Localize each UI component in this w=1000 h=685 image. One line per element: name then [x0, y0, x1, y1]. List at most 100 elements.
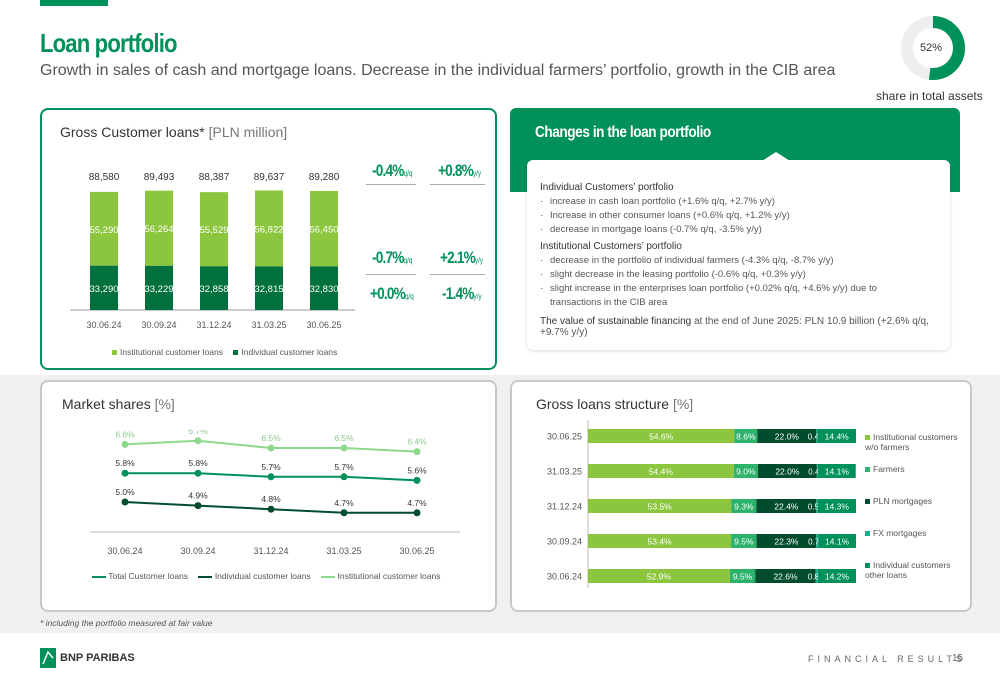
- segment-label: 22.3%: [774, 537, 799, 547]
- label-total: 89,637: [254, 172, 285, 183]
- data-point: [121, 440, 129, 448]
- segment-label: 22.0%: [775, 467, 800, 477]
- legend-marker-individual: [198, 575, 213, 578]
- segment-label: 9.5%: [734, 537, 754, 547]
- y-tick-label: 30.06.25: [547, 432, 582, 442]
- x-tick-label: 30.06.24: [107, 546, 142, 556]
- bar-segment: [816, 429, 818, 443]
- data-point: [413, 476, 421, 484]
- segment-label: 22.0%: [775, 432, 800, 442]
- page-title: Loan portfolio: [40, 28, 177, 58]
- segment-label: 14.1%: [825, 467, 850, 477]
- data-label: 6.4%: [407, 437, 427, 447]
- label-institutional: 56,822: [254, 224, 283, 235]
- kpi-individual-qq-value: +0.0%: [370, 284, 406, 303]
- individual-list: increase in cash loan portfolio (+1.6% q…: [540, 195, 938, 237]
- x-tick-label: 30.09.24: [141, 320, 176, 330]
- x-tick-label: 31.03.25: [326, 546, 361, 556]
- market-shares-unit: [%]: [154, 396, 175, 412]
- label-total: 89,493: [144, 172, 175, 183]
- structure-bar-chart: 30.06.25 54.6% 8.6% 22.0% 0.4%14.4%31.03.25 5…: [547, 420, 856, 588]
- segment-label: 22.6%: [773, 572, 798, 582]
- market-shares-panel: [40, 380, 497, 612]
- data-label: 5.7%: [261, 462, 281, 472]
- bar-institutional: [310, 190, 338, 267]
- kpi-total-qq-value: -0.4%: [372, 161, 404, 180]
- kpi-divider: [366, 184, 416, 185]
- segment-label: 9.5%: [733, 572, 753, 582]
- section-label: FINANCIAL RESULTS: [808, 654, 967, 664]
- bar-individual: [255, 266, 283, 310]
- kpi-institutional-qq: -0.7%q/q: [372, 248, 412, 268]
- data-point: [340, 473, 348, 481]
- segment-label: 0.7%: [808, 538, 826, 547]
- data-label: 4.7%: [407, 498, 427, 508]
- brand-name: BNP PARIBAS: [60, 652, 135, 664]
- label-individual: 32,815: [254, 284, 283, 295]
- label-institutional: 56,264: [144, 224, 173, 235]
- share-value: 52%: [920, 42, 943, 54]
- data-point: [194, 502, 202, 510]
- x-tick-label: 31.12.24: [196, 320, 231, 330]
- kpi-divider: [366, 274, 416, 275]
- segment-label: 14.4%: [825, 432, 850, 442]
- gross-loans-bar-chart: 33,290 55,290 88,580 30.06.24 33,229 56,264 89…: [70, 172, 355, 330]
- segment-label: 54.4%: [649, 467, 674, 477]
- legend-swatch: [865, 563, 870, 569]
- segment-label: 53.4%: [648, 537, 673, 547]
- bar-segment: [756, 534, 817, 548]
- segment-label: 53.5%: [648, 502, 673, 512]
- legend-swatch-individual: [233, 350, 239, 356]
- bar-institutional: [90, 191, 118, 266]
- bar-segment: [733, 464, 758, 478]
- bar-segment: [756, 499, 817, 513]
- kpi-suffix: q/q: [404, 292, 414, 301]
- changes-body: Individual Customers’ portfolio increase…: [527, 160, 950, 350]
- legend-label-institutional: Institutional customer loans: [120, 347, 223, 357]
- label-institutional: 55,529: [199, 225, 228, 236]
- market-shares-title-text: Market shares: [62, 396, 151, 412]
- legend-label: Farmers: [873, 464, 905, 474]
- label-total: 88,387: [199, 172, 230, 183]
- data-label: 6.5%: [334, 433, 354, 443]
- data-label: 5.8%: [188, 458, 208, 468]
- gross-loans-unit: [PLN million]: [208, 124, 288, 140]
- legend-swatch: [865, 467, 870, 473]
- data-point: [121, 469, 129, 477]
- kpi-suffix: y/y: [473, 292, 482, 301]
- legend-swatch: [865, 435, 870, 441]
- kpi-individual-yy-value: -1.4%: [442, 284, 474, 303]
- bar-segment: [757, 429, 817, 443]
- kpi-institutional-yy: +2.1%y/y: [440, 248, 483, 268]
- segment-label: 0.5%: [808, 503, 826, 512]
- bar-segment: [817, 499, 856, 513]
- top-accent-bar: [40, 0, 108, 6]
- kpi-suffix: y/y: [472, 169, 482, 178]
- kpi-suffix: q/q: [403, 169, 413, 178]
- data-label: 6.7%: [188, 430, 208, 436]
- structure-unit: [%]: [672, 396, 694, 412]
- bar-individual: [145, 265, 173, 310]
- label-individual: 32,830: [309, 284, 338, 295]
- legend-label: Individual customers other loans: [865, 560, 951, 580]
- data-label: 6.5%: [261, 433, 281, 443]
- market-shares-title: Market shares [%]: [62, 396, 175, 412]
- label-individual: 33,290: [89, 284, 118, 295]
- label-institutional: 56,450: [309, 225, 338, 236]
- institutional-heading: Institutional Customers’ portfolio: [540, 241, 682, 252]
- kpi-suffix: q/q: [403, 256, 413, 265]
- market-shares-line-chart: 5.8% 5.8% 5.7% 5.7% 5.6% 5.0% 4.9% 4.8% 4.7% 4.7%…: [90, 430, 460, 556]
- kpi-total-yy: +0.8%y/y: [438, 161, 481, 181]
- segment-label: 54.6%: [649, 432, 674, 442]
- bar-segment: [818, 534, 856, 548]
- bnp-logo-icon: [40, 648, 56, 668]
- legend-label: PLN mortgages: [873, 496, 933, 506]
- data-label: 4.8%: [261, 494, 281, 504]
- bar-individual: [90, 265, 118, 310]
- gross-loans-title-text: Gross Customer loans*: [60, 124, 205, 140]
- data-label: 5.0%: [115, 487, 135, 497]
- data-point: [340, 509, 348, 517]
- structure-legend: Institutional customers w/o farmers Farm…: [865, 432, 965, 592]
- bar-individual: [200, 266, 228, 310]
- bar-segment: [816, 499, 818, 513]
